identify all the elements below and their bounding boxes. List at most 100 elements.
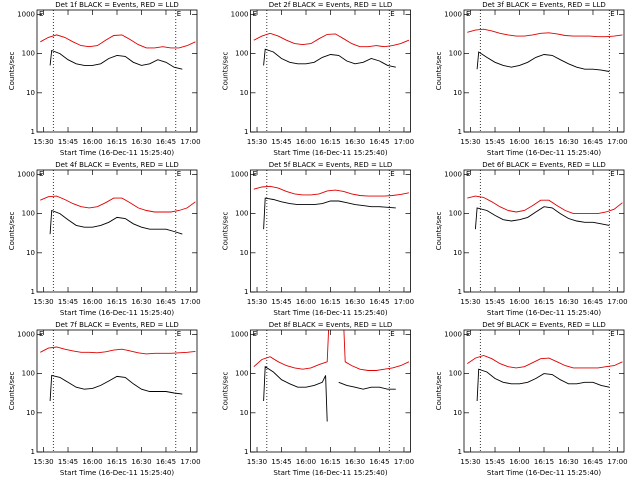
x-tick-label: 16:30 [345,298,365,306]
annotation: E [390,170,394,178]
y-tick-label: 1000 [444,330,462,338]
series-line [40,195,196,213]
x-axis-label: Start Time (16-Dec-11 15:25:40) [487,309,601,317]
series-line [467,355,623,369]
annotation: E [253,330,257,338]
annotation: E [177,10,181,18]
annotation: E [39,330,43,338]
annotation: E [39,10,43,18]
x-tick-label: 16:30 [558,458,578,466]
x-tick-label: 15:30 [460,138,480,146]
chart-title: Det 7f BLACK = Events, RED = LLD [55,321,178,329]
annotation: E [466,170,470,178]
chart-title: Det 1f BLACK = Events, RED = LLD [55,1,178,9]
y-tick-label: 100 [449,370,462,378]
chart-title: Det 2f BLACK = Events, RED = LLD [269,1,392,9]
x-tick-label: 17:00 [394,458,414,466]
x-tick-label: 16:00 [296,458,316,466]
y-tick-label: 10 [240,249,249,257]
x-tick-label: 16:30 [558,138,578,146]
x-tick-label: 16:45 [583,298,603,306]
chart-title: Det 3f BLACK = Events, RED = LLD [482,1,605,9]
x-tick-label: 17:00 [607,458,627,466]
x-tick-label: 15:30 [33,138,53,146]
annotation: E [466,10,470,18]
x-tick-label: 16:45 [369,138,389,146]
x-tick-label: 16:15 [107,138,127,146]
x-axis-label: Start Time (16-Dec-11 15:25:40) [273,469,387,477]
chart-title: Det 8f BLACK = Events, RED = LLD [269,321,392,329]
plot-frame [36,169,198,293]
x-tick-label: 15:30 [247,458,267,466]
x-tick-label: 16:15 [107,458,127,466]
series-line [40,346,196,355]
annotation: E [177,330,181,338]
annotation: E [390,330,394,338]
x-tick-label: 16:00 [509,138,529,146]
x-tick-label: 16:45 [156,298,176,306]
y-tick-label: 1000 [444,170,462,178]
y-axis-label: Counts/sec [222,212,230,251]
y-tick-label: 100 [449,50,462,58]
plot-frame [36,9,198,133]
series-line [49,374,183,402]
series-line [253,32,410,48]
x-tick-label: 16:00 [296,138,316,146]
x-tick-label: 16:15 [320,298,340,306]
panel: Det 8f BLACK = Events, RED = LLD Counts/s… [222,321,415,477]
y-tick-label: 100 [235,50,248,58]
annotation: E [177,170,181,178]
chart-title: Det 9f BLACK = Events, RED = LLD [482,321,605,329]
plot-frame [463,329,625,453]
y-tick-label: 100 [22,210,35,218]
y-tick-label: 10 [240,89,249,97]
panel: Det 3f BLACK = Events, RED = LLD Counts/s… [435,1,628,157]
annotation: E [253,10,257,18]
x-tick-label: 16:00 [82,138,102,146]
x-tick-label: 17:00 [180,138,200,146]
y-tick-label: 1000 [17,10,35,18]
chart-title: Det 5f BLACK = Events, RED = LLD [269,161,392,169]
x-tick-label: 17:00 [607,298,627,306]
x-tick-label: 15:30 [247,298,267,306]
x-tick-label: 16:15 [320,138,340,146]
x-tick-label: 16:00 [509,458,529,466]
y-tick-label: 1000 [17,170,35,178]
y-tick-label: 1000 [231,170,249,178]
x-tick-label: 16:00 [82,458,102,466]
x-tick-label: 16:30 [131,138,151,146]
x-tick-label: 16:00 [509,298,529,306]
plot-frame [250,329,411,453]
plot-frame [250,169,411,293]
x-axis-label: Start Time (16-Dec-11 15:25:40) [273,149,387,157]
y-tick-label: 100 [235,370,248,378]
x-tick-label: 16:15 [320,458,340,466]
annotation: E [610,170,614,178]
x-axis-label: Start Time (16-Dec-11 15:25:40) [487,469,601,477]
series-line [253,185,409,197]
y-tick-label: 1 [244,448,248,456]
y-tick-label: 1 [458,128,462,136]
panel: Det 2f BLACK = Events, RED = LLD Counts/s… [222,1,415,157]
series-line [474,206,610,230]
y-tick-label: 10 [26,409,35,417]
x-tick-label: 15:30 [33,458,53,466]
series-line [263,197,396,230]
x-tick-label: 16:30 [131,298,151,306]
x-tick-label: 16:15 [534,458,554,466]
x-tick-label: 16:15 [534,138,554,146]
series-line [40,34,196,49]
y-axis-label: Counts/sec [435,52,443,91]
y-tick-label: 10 [453,89,462,97]
y-tick-label: 1 [244,128,248,136]
plot-frame [463,169,625,293]
x-axis-label: Start Time (16-Dec-11 15:25:40) [273,309,387,317]
x-tick-label: 15:30 [460,298,480,306]
y-tick-label: 1000 [17,330,35,338]
plot-frame [463,9,625,133]
y-tick-label: 10 [453,249,462,257]
annotation: E [466,330,470,338]
y-tick-label: 1 [31,288,35,296]
series-line [263,365,396,422]
